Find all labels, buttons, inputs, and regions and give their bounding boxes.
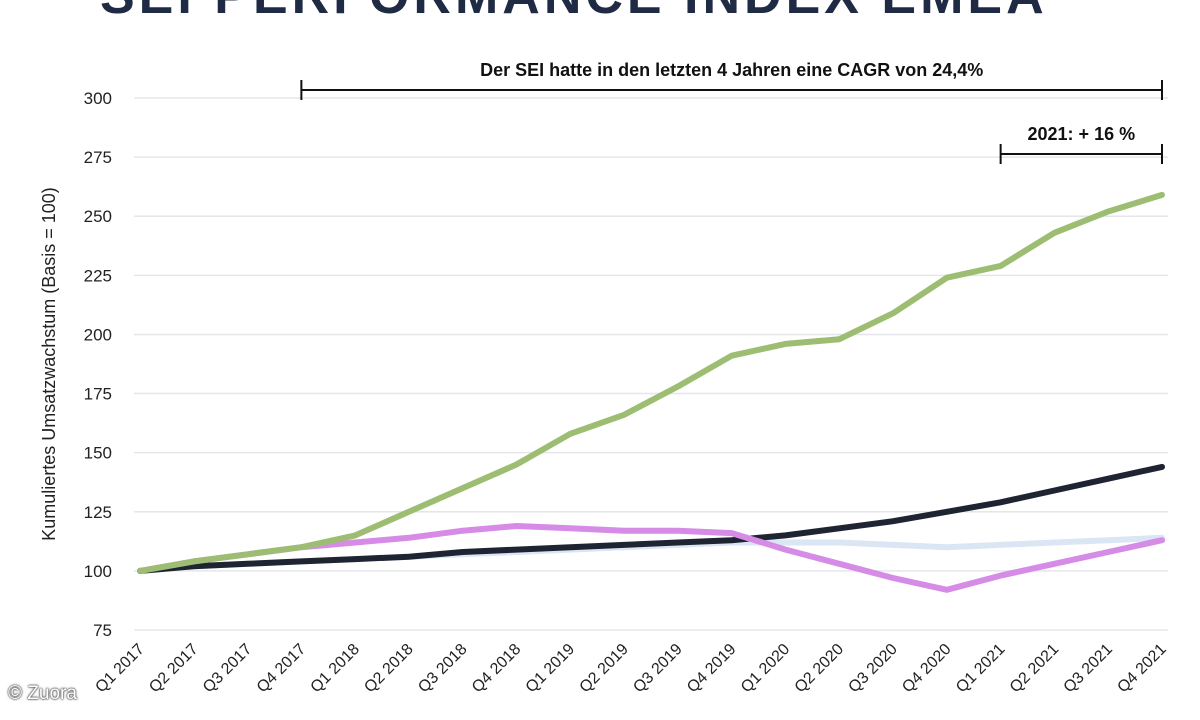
series-line-4: [137, 191, 1165, 574]
y-tick-label: 125: [84, 503, 112, 522]
x-tick-label: Q2 2020: [792, 641, 847, 696]
y-tick-label: 75: [93, 621, 112, 640]
x-tick-label: Q4 2019: [684, 641, 739, 696]
annotation-label: Der SEI hatte in den letzten 4 Jahren ei…: [480, 60, 983, 80]
x-tick-label: Q2 2017: [146, 641, 201, 696]
x-tick-label: Q2 2018: [361, 641, 416, 696]
y-tick-label: 175: [84, 385, 112, 404]
image-credit: © Zuora: [8, 683, 77, 704]
y-tick-label: 250: [84, 207, 112, 226]
series-line-3: [137, 523, 1165, 593]
x-tick-label: Q4 2018: [469, 641, 524, 696]
x-tick-label: Q1 2020: [738, 641, 793, 696]
x-tick-label: Q4 2021: [1114, 641, 1169, 696]
y-tick-label: 100: [84, 562, 112, 581]
x-tick-label: Q3 2019: [630, 641, 685, 696]
x-tick-label: Q2 2021: [1007, 641, 1062, 696]
y-tick-label: 275: [84, 148, 112, 167]
x-tick-label: Q3 2018: [415, 641, 470, 696]
x-tick-label: Q1 2018: [308, 641, 363, 696]
y-tick-label: 225: [84, 266, 112, 285]
series-line-2: [137, 463, 1165, 574]
x-tick-label: Q1 2021: [953, 641, 1008, 696]
x-tick-label: Q3 2017: [200, 641, 255, 696]
y-axis-label: Kumuliertes Umsatzwachstum (Basis = 100): [39, 187, 59, 541]
x-tick-label: Q4 2017: [254, 641, 309, 696]
y-tick-label: 300: [84, 89, 112, 108]
x-tick-label: Q4 2020: [899, 641, 954, 696]
x-tick-label: Q3 2021: [1061, 641, 1116, 696]
y-tick-label: 200: [84, 325, 112, 344]
page-title: SEI PERFORMANCE INDEX EMEA: [100, 0, 1048, 26]
x-tick-label: Q2 2019: [577, 641, 632, 696]
y-tick-label: 150: [84, 444, 112, 463]
annotation-label: 2021: + 16 %: [1028, 124, 1136, 144]
x-tick-label: Q3 2020: [845, 641, 900, 696]
x-tick-label: Q1 2017: [92, 641, 147, 696]
x-tick-label: Q1 2019: [523, 641, 578, 696]
